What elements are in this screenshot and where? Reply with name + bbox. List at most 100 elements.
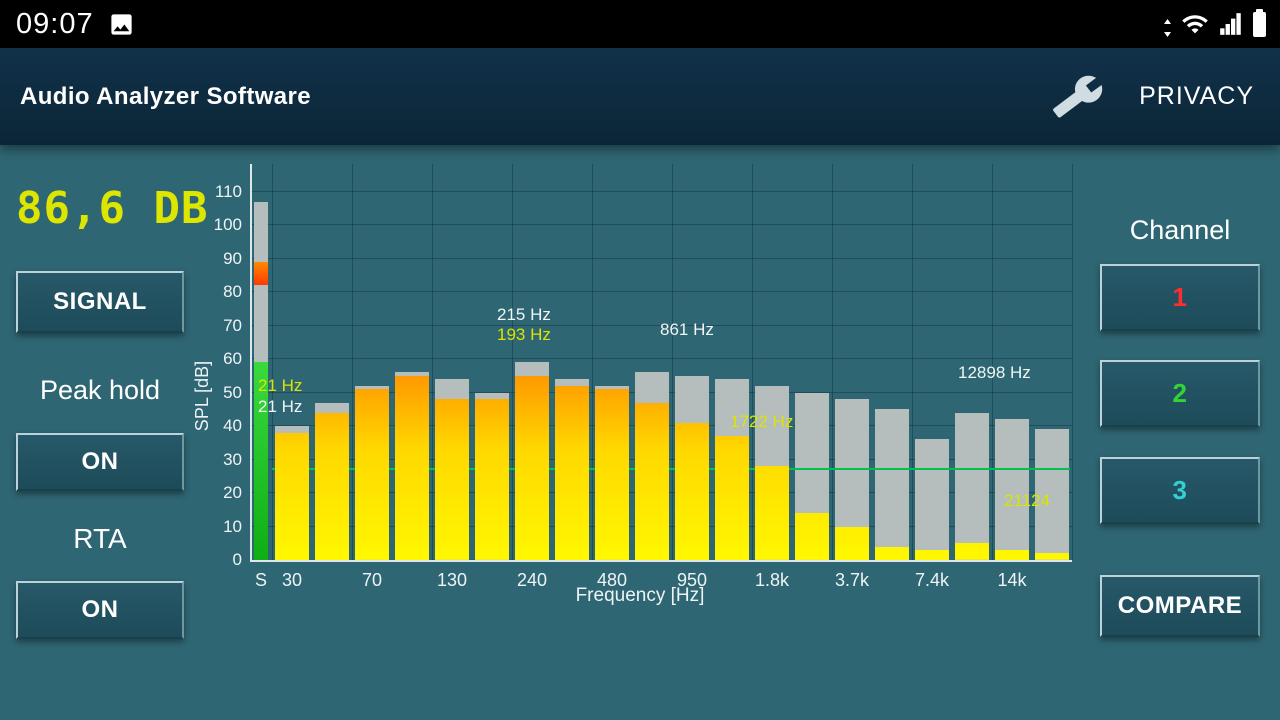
frequency-annotation: 861 Hz: [660, 320, 714, 339]
frequency-annotation: 21 Hz: [258, 376, 303, 395]
gridline-horizontal: [252, 291, 1072, 292]
peak-hold-label: Peak hold: [39, 375, 161, 405]
status-bar-left: 09:07: [0, 8, 135, 41]
header-actions: PRIVACY: [1051, 70, 1280, 124]
y-tick-label: 110: [214, 181, 242, 201]
app-header: Audio Analyzer Software PRIVACY: [0, 48, 1280, 145]
spectrum-bar: [875, 546, 909, 560]
plot-area[interactable]: 0 10 20 30 40 50 60 70 80 90 100 110 S 30 70 130 240 480 9…: [214, 164, 1073, 590]
channel-1-button[interactable]: 1: [1100, 264, 1260, 331]
spectrum-bar: [275, 432, 309, 560]
frequency-annotation: 12898 Hz: [958, 363, 1031, 382]
gridline-vertical: [1072, 164, 1073, 560]
gridline-vertical: [752, 164, 753, 560]
y-tick-label: 50: [223, 382, 242, 402]
x-tick-label: S: [254, 570, 267, 590]
frequency-annotation: 215 Hz: [497, 305, 551, 324]
channel-label: Channel: [1129, 215, 1231, 245]
spectrum-bar: [355, 389, 389, 560]
rta-label: RTA: [73, 523, 127, 554]
y-tick-label: 10: [223, 516, 242, 536]
gridline-horizontal: [252, 224, 1072, 225]
peak-hold-toggle-button[interactable]: ON: [16, 433, 184, 491]
gridline-horizontal: [252, 257, 1072, 259]
gridline-horizontal: [252, 190, 1072, 192]
x-tick-label: 1.8k: [754, 570, 790, 590]
image-notification-icon: [110, 13, 132, 35]
gridline-vertical: [512, 164, 513, 560]
gridline-vertical: [672, 164, 673, 560]
x-axis-title: Frequency [Hz]: [575, 585, 705, 606]
channel-3-button[interactable]: 3: [1100, 457, 1260, 524]
gridline-vertical: [832, 164, 833, 560]
spl-level-display: 86,6 DB: [16, 183, 209, 234]
main-content: 86,6 DB SIGNAL Peak hold ON RTA ON SPL […: [0, 145, 1280, 720]
spectrum-bar: [835, 526, 869, 560]
battery-icon: [1253, 8, 1266, 37]
spectrum-bar: [635, 402, 669, 560]
spectrum-bar: [915, 549, 949, 560]
gridline-vertical: [352, 164, 353, 560]
y-tick-label: 60: [223, 349, 242, 368]
y-tick-label: 20: [223, 483, 242, 502]
gridline-horizontal: [252, 324, 1072, 326]
signal-button[interactable]: SIGNAL: [16, 271, 184, 333]
spectrum-bar: [715, 436, 749, 560]
rta-toggle-button[interactable]: ON: [16, 581, 184, 639]
gridline-vertical: [592, 164, 593, 560]
settings-wrench-icon[interactable]: [1051, 70, 1105, 124]
spectrum-bar: [995, 549, 1029, 560]
spectrum-bar: [515, 375, 549, 560]
spectrum-bar: [395, 375, 429, 560]
spectrum-bar: [595, 389, 629, 560]
y-tick-label: 0: [232, 550, 242, 569]
spectrum-bar: [315, 412, 349, 560]
x-tick-label: 70: [361, 570, 383, 590]
y-tick-label: 70: [223, 315, 242, 335]
signal-meter-level: [254, 362, 268, 560]
x-tick-label: 480: [596, 570, 628, 590]
spectrum-bar: [955, 543, 989, 560]
privacy-button[interactable]: PRIVACY: [1139, 82, 1254, 110]
signal-meter-clip: [254, 261, 268, 286]
frequency-annotation: 1722 Hz: [730, 412, 794, 431]
spectrum-bar: [755, 466, 789, 560]
frequency-annotation: 21124: [1004, 491, 1051, 510]
gridline-vertical: [272, 164, 273, 560]
frequency-annotation: 193 Hz: [497, 325, 551, 344]
peak-hold-bar: [955, 412, 989, 560]
x-tick-label: 14k: [997, 570, 1027, 590]
y-tick-label: 90: [223, 248, 242, 268]
spectrum-bar: [555, 385, 589, 560]
x-tick-label: 3.7k: [834, 570, 870, 590]
x-tick-label: 950: [676, 570, 708, 590]
x-tick-label: 240: [516, 570, 548, 590]
gridline-vertical: [912, 164, 913, 560]
x-tick-label: 130: [436, 570, 468, 590]
spectrum-bar: [675, 422, 709, 560]
gridline-vertical: [992, 164, 993, 560]
y-tick-label: 40: [223, 416, 242, 435]
channel-2-button[interactable]: 2: [1100, 360, 1260, 427]
spectrum-bar: [435, 399, 469, 560]
compare-button[interactable]: COMPARE: [1100, 575, 1260, 637]
y-tick-label: 30: [223, 449, 242, 469]
frequency-annotation: 21 Hz: [258, 397, 303, 416]
gridline-horizontal: [252, 358, 1072, 359]
signal-strength-icon: [1220, 13, 1241, 35]
peak-hold-bar: [1035, 429, 1069, 560]
spectrum-bar: [795, 513, 829, 560]
data-arrows-icon: [1164, 19, 1171, 37]
x-tick-label: 30: [281, 570, 303, 590]
peak-hold-bar: [875, 409, 909, 560]
wifi-icon: [1182, 15, 1208, 34]
spectrum-bar: [475, 399, 509, 560]
spectrum-bar: [1035, 553, 1069, 560]
status-bar-right: [1163, 8, 1280, 38]
threshold-line: [272, 467, 1070, 470]
status-bar: 09:07: [0, 0, 1280, 48]
gridline-vertical: [432, 164, 433, 560]
peak-hold-bar: [915, 439, 949, 560]
y-tick-label: 80: [223, 282, 242, 301]
peak-hold-bar: [995, 419, 1029, 560]
